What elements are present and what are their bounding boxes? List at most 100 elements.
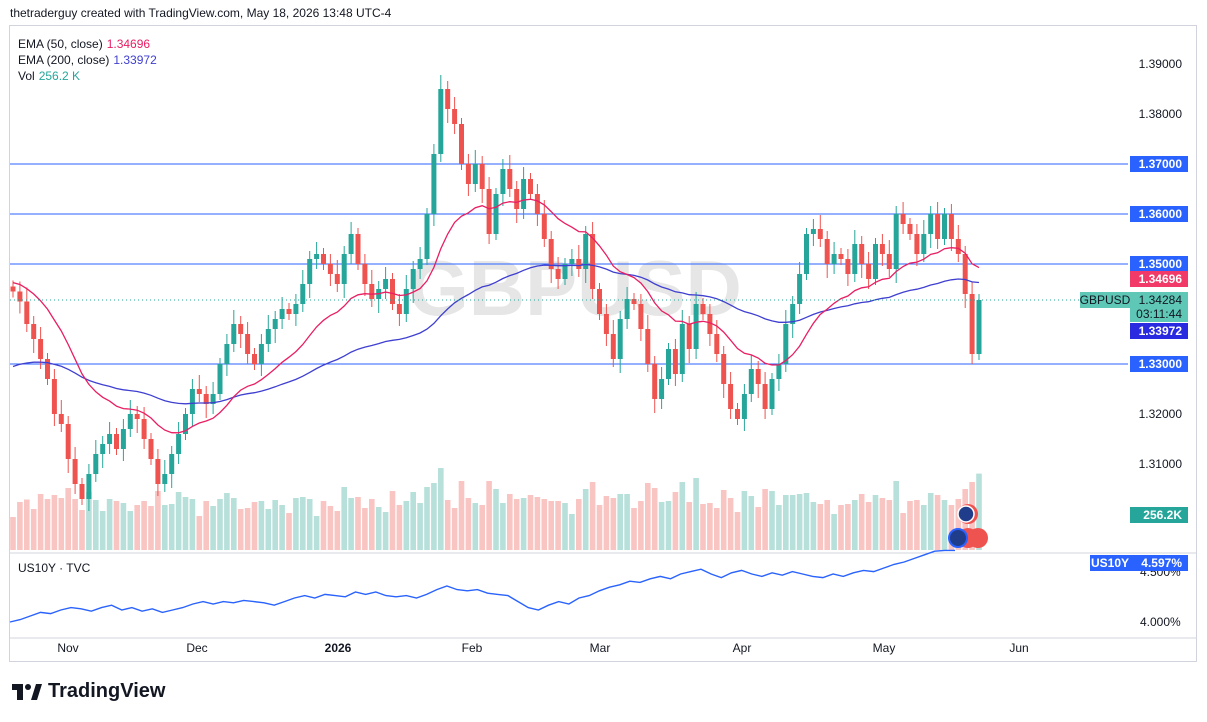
candle-body[interactable] <box>445 89 451 109</box>
candle-body[interactable] <box>231 324 237 344</box>
candle-body[interactable] <box>45 359 50 379</box>
candle-body[interactable] <box>514 189 520 209</box>
tradingview-logo[interactable]: TradingView <box>12 680 165 703</box>
candle-body[interactable] <box>183 414 188 434</box>
candle-body[interactable] <box>562 264 568 279</box>
candle-body[interactable] <box>224 344 230 364</box>
candle-body[interactable] <box>210 394 216 404</box>
candle-body[interactable] <box>735 409 740 419</box>
candle-body[interactable] <box>969 294 975 354</box>
event-flags[interactable] <box>948 504 988 548</box>
legend-ema50[interactable]: EMA (50, close) 1.34696 <box>18 36 150 52</box>
candle-body[interactable] <box>762 384 768 409</box>
candle-body[interactable] <box>790 304 796 324</box>
candle-body[interactable] <box>693 304 699 349</box>
candle-body[interactable] <box>555 269 561 279</box>
candle-body[interactable] <box>942 214 947 239</box>
candle-body[interactable] <box>279 309 285 319</box>
candle-body[interactable] <box>410 269 416 289</box>
candle-body[interactable] <box>721 354 727 384</box>
candle-body[interactable] <box>134 414 140 419</box>
candle-body[interactable] <box>341 254 347 284</box>
candle-body[interactable] <box>162 474 168 484</box>
uk-flag-icon[interactable] <box>948 528 968 548</box>
candle-body[interactable] <box>141 419 147 439</box>
candle-body[interactable] <box>624 299 630 319</box>
candle-body[interactable] <box>521 179 527 209</box>
candle-body[interactable] <box>866 264 872 279</box>
candle-body[interactable] <box>873 244 878 279</box>
candle-body[interactable] <box>493 194 499 234</box>
candle-body[interactable] <box>728 384 734 409</box>
candle-body[interactable] <box>362 264 368 284</box>
candle-body[interactable] <box>486 189 492 234</box>
candle-body[interactable] <box>590 234 596 289</box>
candle-body[interactable] <box>962 254 968 294</box>
candle-body[interactable] <box>334 274 340 284</box>
candle-body[interactable] <box>893 214 899 269</box>
candle-body[interactable] <box>769 379 775 409</box>
candle-body[interactable] <box>804 234 809 274</box>
candle-body[interactable] <box>597 289 602 314</box>
candle-body[interactable] <box>583 234 589 269</box>
candle-body[interactable] <box>390 279 395 304</box>
candle-body[interactable] <box>79 484 85 499</box>
candle-body[interactable] <box>403 289 409 314</box>
candle-body[interactable] <box>348 234 354 254</box>
candle-body[interactable] <box>507 169 513 189</box>
candle-body[interactable] <box>928 214 934 234</box>
candle-body[interactable] <box>272 319 278 329</box>
candle-body[interactable] <box>217 364 223 394</box>
candle-body[interactable] <box>286 309 292 314</box>
uk-flag-icon[interactable] <box>957 505 975 523</box>
candle-body[interactable] <box>176 434 182 454</box>
legend-ema200[interactable]: EMA (200, close) 1.33972 <box>18 52 157 68</box>
candle-body[interactable] <box>424 214 430 259</box>
candle-body[interactable] <box>659 379 665 399</box>
candle-body[interactable] <box>300 284 306 304</box>
candle-body[interactable] <box>817 229 823 239</box>
candle-body[interactable] <box>838 254 844 259</box>
candle-body[interactable] <box>679 324 685 374</box>
candle-body[interactable] <box>24 301 30 325</box>
candle-body[interactable] <box>700 304 706 314</box>
candle-body[interactable] <box>610 334 616 359</box>
candle-body[interactable] <box>652 364 658 399</box>
candle-body[interactable] <box>948 214 954 239</box>
candle-body[interactable] <box>921 234 927 254</box>
candle-body[interactable] <box>38 339 44 359</box>
candle-body[interactable] <box>935 214 941 239</box>
candle-body[interactable] <box>776 364 782 379</box>
candle-body[interactable] <box>603 314 609 334</box>
candle-body[interactable] <box>417 259 423 269</box>
candle-body[interactable] <box>465 164 471 184</box>
candle-body[interactable] <box>631 299 637 304</box>
candle-body[interactable] <box>714 334 720 354</box>
candle-body[interactable] <box>155 459 161 484</box>
candle-body[interactable] <box>907 224 913 234</box>
candle-body[interactable] <box>672 349 678 374</box>
candle-body[interactable] <box>189 389 195 414</box>
candle-body[interactable] <box>86 474 92 499</box>
candle-body[interactable] <box>203 394 209 404</box>
candle-body[interactable] <box>431 154 437 214</box>
candle-body[interactable] <box>459 124 464 164</box>
candle-body[interactable] <box>500 169 506 194</box>
candle-body[interactable] <box>541 214 547 239</box>
candle-body[interactable] <box>127 414 133 429</box>
candle-body[interactable] <box>576 259 582 269</box>
candle-body[interactable] <box>859 244 865 264</box>
candle-body[interactable] <box>824 239 830 264</box>
candle-body[interactable] <box>528 179 533 194</box>
candle-body[interactable] <box>314 254 320 259</box>
candle-body[interactable] <box>748 369 754 394</box>
candle-body[interactable] <box>321 254 326 264</box>
candle-body[interactable] <box>245 334 251 354</box>
candle-body[interactable] <box>686 324 692 349</box>
candle-body[interactable] <box>707 314 713 334</box>
candle-body[interactable] <box>58 414 64 424</box>
candle-body[interactable] <box>252 354 257 364</box>
candle-body[interactable] <box>783 324 789 364</box>
candle-body[interactable] <box>914 234 920 254</box>
candle-body[interactable] <box>831 254 837 264</box>
